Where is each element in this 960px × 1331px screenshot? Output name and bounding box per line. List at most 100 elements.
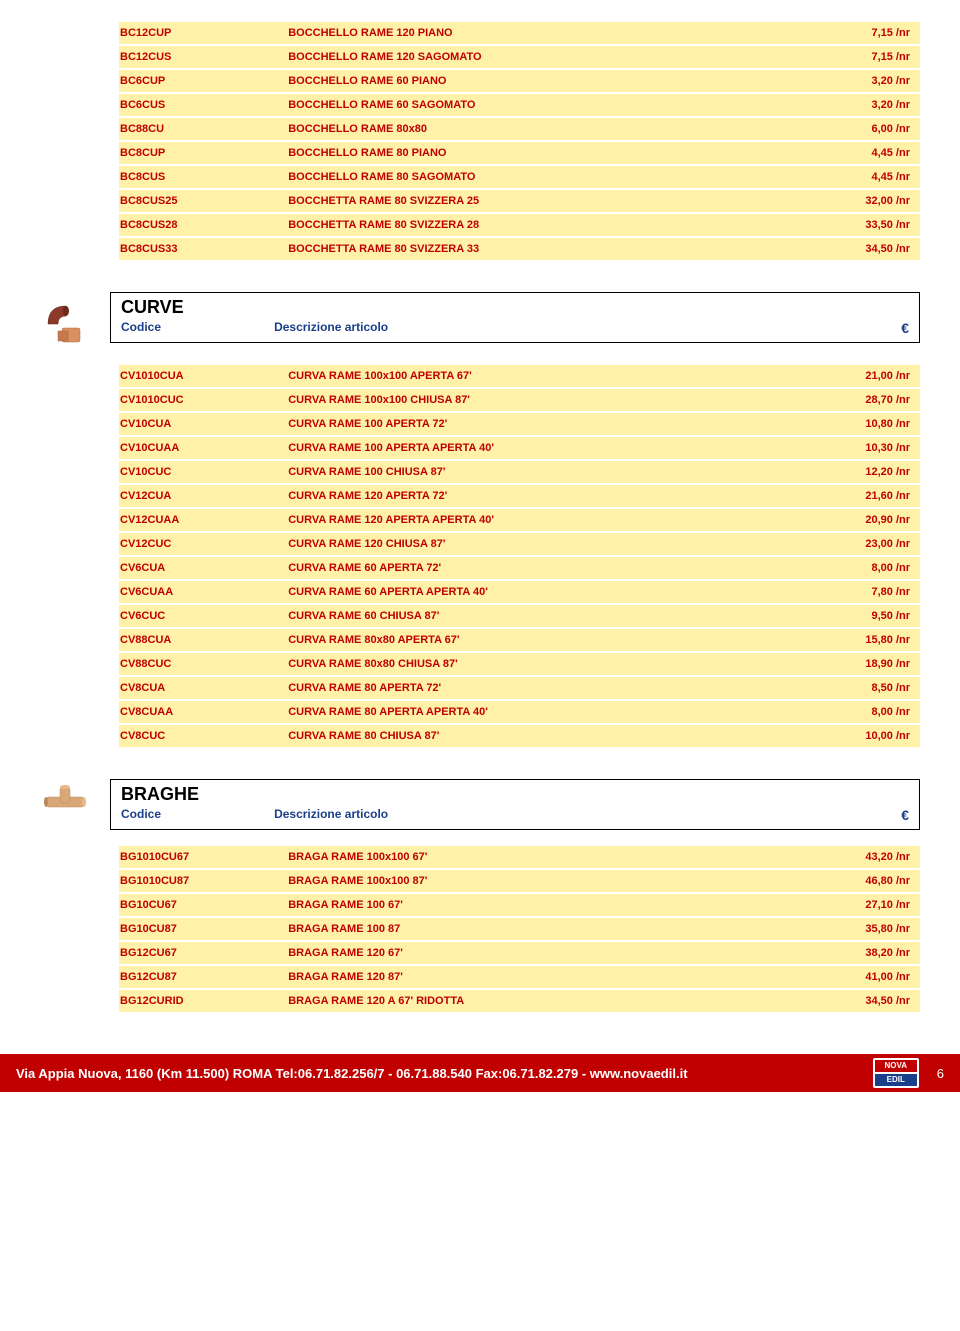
table-row: CV88CUCCURVA RAME 80x80 CHIUSA 87'18,90 … [110, 653, 920, 675]
product-description: BRAGA RAME 100 87 [288, 918, 774, 940]
product-price: 41,00 /nr [774, 966, 920, 988]
page-content: BC12CUPBOCCHELLO RAME 120 PIANO7,15 /nrB… [0, 0, 960, 1014]
product-price: 34,50 /nr [774, 238, 920, 260]
table-row: CV10CUACURVA RAME 100 APERTA 72'10,80 /n… [110, 413, 920, 435]
table-row: CV6CUCCURVA RAME 60 CHIUSA 87'9,50 /nr [110, 605, 920, 627]
product-description: CURVA RAME 80 CHIUSA 87' [288, 725, 774, 747]
table-row: BG10CU87BRAGA RAME 100 8735,80 /nr [110, 918, 920, 940]
product-code: BC8CUP [110, 142, 288, 164]
header-euro: € [901, 320, 909, 336]
logo-nova: NOVA [875, 1060, 917, 1072]
table-row: BC6CUPBOCCHELLO RAME 60 PIANO3,20 /nr [110, 70, 920, 92]
product-price: 3,20 /nr [774, 70, 920, 92]
product-price: 10,00 /nr [774, 725, 920, 747]
product-description: CURVA RAME 120 APERTA APERTA 40' [288, 509, 774, 531]
header-codice: Codice [121, 320, 161, 334]
curve-title-box: CURVE Codice Descrizione articolo € [110, 292, 920, 343]
product-code: CV88CUC [110, 653, 288, 675]
table-row: CV6CUAACURVA RAME 60 APERTA APERTA 40'7,… [110, 581, 920, 603]
product-description: CURVA RAME 60 CHIUSA 87' [288, 605, 774, 627]
braghe-title: BRAGHE [121, 784, 909, 805]
product-price: 7,15 /nr [774, 46, 920, 68]
braghe-table: BG1010CU67BRAGA RAME 100x100 67'43,20 /n… [110, 844, 920, 1014]
product-code: CV10CUC [110, 461, 288, 483]
product-code: CV8CUA [110, 677, 288, 699]
product-price: 35,80 /nr [774, 918, 920, 940]
product-price: 21,60 /nr [774, 485, 920, 507]
product-code: CV12CUC [110, 533, 288, 555]
page-number: 6 [937, 1066, 944, 1081]
product-description: BOCCHETTA RAME 80 SVIZZERA 25 [288, 190, 774, 212]
product-description: CURVA RAME 100x100 APERTA 67' [288, 365, 774, 387]
table-row: CV12CUACURVA RAME 120 APERTA 72'21,60 /n… [110, 485, 920, 507]
product-description: BRAGA RAME 120 A 67' RIDOTTA [288, 990, 774, 1012]
product-price: 8,00 /nr [774, 701, 920, 723]
product-price: 7,80 /nr [774, 581, 920, 603]
product-code: BG1010CU87 [110, 870, 288, 892]
product-code: CV1010CUA [110, 365, 288, 387]
product-price: 20,90 /nr [774, 509, 920, 531]
product-price: 23,00 /nr [774, 533, 920, 555]
product-description: BOCCHELLO RAME 60 PIANO [288, 70, 774, 92]
product-description: CURVA RAME 100 APERTA APERTA 40' [288, 437, 774, 459]
table-row: BC12CUPBOCCHELLO RAME 120 PIANO7,15 /nr [110, 22, 920, 44]
product-description: BRAGA RAME 120 87' [288, 966, 774, 988]
table-row: BC12CUSBOCCHELLO RAME 120 SAGOMATO7,15 /… [110, 46, 920, 68]
product-description: CURVA RAME 80x80 CHIUSA 87' [288, 653, 774, 675]
product-price: 15,80 /nr [774, 629, 920, 651]
header-descrizione: Descrizione articolo [274, 807, 388, 821]
product-code: BC8CUS [110, 166, 288, 188]
product-price: 6,00 /nr [774, 118, 920, 140]
product-description: CURVA RAME 120 CHIUSA 87' [288, 533, 774, 555]
product-code: BC12CUS [110, 46, 288, 68]
header-descrizione: Descrizione articolo [274, 320, 388, 334]
product-code: CV10CUA [110, 413, 288, 435]
product-code: CV6CUAA [110, 581, 288, 603]
product-price: 34,50 /nr [774, 990, 920, 1012]
product-description: BOCCHETTA RAME 80 SVIZZERA 33 [288, 238, 774, 260]
product-code: BC8CUS33 [110, 238, 288, 260]
table-row: CV8CUAACURVA RAME 80 APERTA APERTA 40'8,… [110, 701, 920, 723]
product-code: BC88CU [110, 118, 288, 140]
product-description: BOCCHELLO RAME 120 PIANO [288, 22, 774, 44]
product-code: CV6CUA [110, 557, 288, 579]
table-row: BC8CUS28BOCCHETTA RAME 80 SVIZZERA 2833,… [110, 214, 920, 236]
table-row: CV1010CUACURVA RAME 100x100 APERTA 67'21… [110, 365, 920, 387]
product-code: CV1010CUC [110, 389, 288, 411]
table-row: CV10CUCCURVA RAME 100 CHIUSA 87'12,20 /n… [110, 461, 920, 483]
product-description: BRAGA RAME 100 67' [288, 894, 774, 916]
header-euro: € [901, 807, 909, 823]
product-description: CURVA RAME 80 APERTA APERTA 40' [288, 701, 774, 723]
product-price: 32,00 /nr [774, 190, 920, 212]
header-codice: Codice [121, 807, 161, 821]
product-code: BG10CU87 [110, 918, 288, 940]
product-price: 12,20 /nr [774, 461, 920, 483]
table-row: BG12CU87BRAGA RAME 120 87'41,00 /nr [110, 966, 920, 988]
product-price: 4,45 /nr [774, 142, 920, 164]
footer-logo: NOVA EDIL [873, 1058, 919, 1088]
braghe-section-header: BRAGHE Codice Descrizione articolo € [40, 779, 920, 830]
curve-icon [40, 292, 110, 349]
curve-title: CURVE [121, 297, 909, 318]
table-row: BG12CU67BRAGA RAME 120 67'38,20 /nr [110, 942, 920, 964]
product-code: BG1010CU67 [110, 846, 288, 868]
table-row: BG10CU67BRAGA RAME 100 67'27,10 /nr [110, 894, 920, 916]
footer-address: Via Appia Nuova, 1160 (Km 11.500) ROMA T… [16, 1066, 873, 1081]
table-row: CV1010CUCCURVA RAME 100x100 CHIUSA 87'28… [110, 389, 920, 411]
product-code: BG12CURID [110, 990, 288, 1012]
table-row: BC8CUSBOCCHELLO RAME 80 SAGOMATO4,45 /nr [110, 166, 920, 188]
table-row: BG1010CU67BRAGA RAME 100x100 67'43,20 /n… [110, 846, 920, 868]
product-code: BC8CUS28 [110, 214, 288, 236]
table-row: BC8CUS33BOCCHETTA RAME 80 SVIZZERA 3334,… [110, 238, 920, 260]
product-description: CURVA RAME 100x100 CHIUSA 87' [288, 389, 774, 411]
table-row: CV12CUAACURVA RAME 120 APERTA APERTA 40'… [110, 509, 920, 531]
product-description: BRAGA RAME 100x100 67' [288, 846, 774, 868]
product-description: BOCCHELLO RAME 120 SAGOMATO [288, 46, 774, 68]
product-description: CURVA RAME 100 CHIUSA 87' [288, 461, 774, 483]
product-price: 27,10 /nr [774, 894, 920, 916]
page-footer: Via Appia Nuova, 1160 (Km 11.500) ROMA T… [0, 1054, 960, 1092]
product-code: BC6CUP [110, 70, 288, 92]
product-price: 33,50 /nr [774, 214, 920, 236]
product-code: BG12CU87 [110, 966, 288, 988]
product-description: BOCCHELLO RAME 80 SAGOMATO [288, 166, 774, 188]
